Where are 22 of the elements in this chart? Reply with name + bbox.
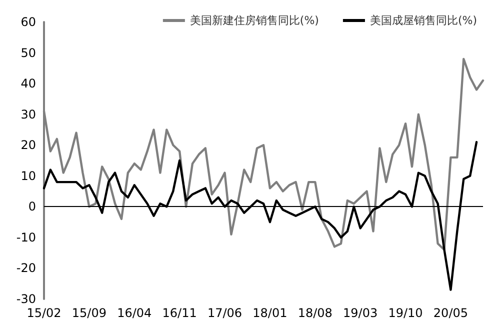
x-tick-label: 15/09 — [72, 306, 106, 320]
x-tick-label: 15/02 — [26, 306, 62, 320]
y-tick-label: 40 — [20, 76, 36, 91]
y-tick-label: 30 — [20, 107, 36, 122]
y-tick-label: 0 — [28, 200, 36, 214]
x-tick-label: 20/05 — [433, 306, 468, 320]
y-tick-label: -30 — [16, 292, 36, 306]
x-tick-label: 16/11 — [162, 306, 197, 320]
legend-label: 美国新建住房销售同比(%) — [190, 14, 319, 27]
x-tick-label: 18/08 — [298, 306, 332, 320]
y-tick-label: 20 — [20, 138, 36, 152]
x-tick-label: 17/06 — [207, 306, 242, 320]
y-tick-label: 60 — [20, 15, 36, 29]
y-tick-label: 50 — [20, 46, 36, 60]
x-tick-label: 18/01 — [252, 306, 288, 320]
x-tick-label: 19/03 — [343, 306, 378, 320]
y-tick-label: -10 — [16, 230, 36, 244]
y-tick-label: 10 — [20, 168, 36, 183]
x-tick-label: 19/10 — [388, 306, 423, 320]
y-tick-label: -20 — [16, 261, 36, 276]
x-tick-label: 16/04 — [117, 306, 152, 320]
legend-label: 美国成屋销售同比(%) — [370, 14, 478, 27]
